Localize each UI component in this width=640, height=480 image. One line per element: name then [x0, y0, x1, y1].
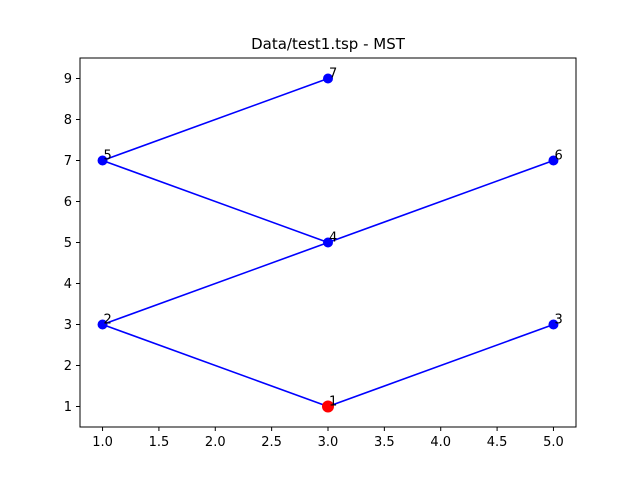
node-3-label: 3: [554, 313, 562, 328]
mst-edge-4-6: [327, 159, 554, 244]
node-1-point: [322, 400, 334, 413]
node-5-point: [97, 155, 108, 166]
mst-edge-4-2: [102, 241, 329, 326]
x-tick-label: 4.5: [487, 435, 508, 450]
edges-layer: [102, 77, 554, 408]
y-tick-label: 1: [64, 400, 72, 415]
y-tick-label: 5: [64, 236, 72, 251]
x-tick-label: 3.5: [374, 435, 395, 450]
y-tick-label: 2: [64, 359, 72, 374]
x-tick-label: 2.0: [205, 435, 226, 450]
mst-edge-5-4: [102, 159, 329, 244]
y-tick-label: 6: [64, 195, 72, 210]
node-7-point: [323, 73, 333, 84]
node-3-point: [548, 319, 559, 330]
node-1-label: 1: [329, 395, 337, 410]
y-tick-label: 9: [64, 72, 72, 87]
nodes-layer: [97, 73, 559, 413]
y-axis: 1 2 3 4 5 6 7 8 9: [64, 72, 80, 415]
y-tick-label: 4: [64, 277, 72, 292]
y-tick-label: 7: [64, 154, 72, 169]
node-2-point: [97, 319, 108, 330]
mst-edge-1-3: [327, 323, 554, 408]
x-tick-label: 3.0: [318, 435, 339, 450]
node-2-label: 2: [104, 313, 112, 328]
chart-title: Data/test1.tsp - MST: [251, 35, 406, 53]
x-tick-label: 5.0: [543, 435, 564, 450]
node-5-label: 5: [104, 149, 112, 164]
x-axis: 1.0 1.5 2.0 2.5 3.0 3.5 4.0 4.5 5.0: [92, 427, 564, 450]
node-4-point: [323, 237, 333, 248]
node-6-point: [548, 155, 559, 166]
node-6-label: 6: [554, 149, 562, 164]
x-tick-label: 1.5: [149, 435, 170, 450]
x-tick-label: 4.0: [430, 435, 451, 450]
node-labels-layer: 1 2 3 4 5 6 7: [104, 67, 563, 410]
node-4-label: 4: [329, 231, 337, 246]
y-tick-label: 3: [64, 318, 72, 333]
y-tick-label: 8: [64, 113, 72, 128]
node-7-label: 7: [329, 67, 337, 82]
x-tick-label: 2.5: [261, 435, 282, 450]
mst-edge-2-1: [102, 323, 329, 408]
mst-edge-7-5: [102, 77, 329, 162]
x-tick-label: 1.0: [92, 435, 113, 450]
